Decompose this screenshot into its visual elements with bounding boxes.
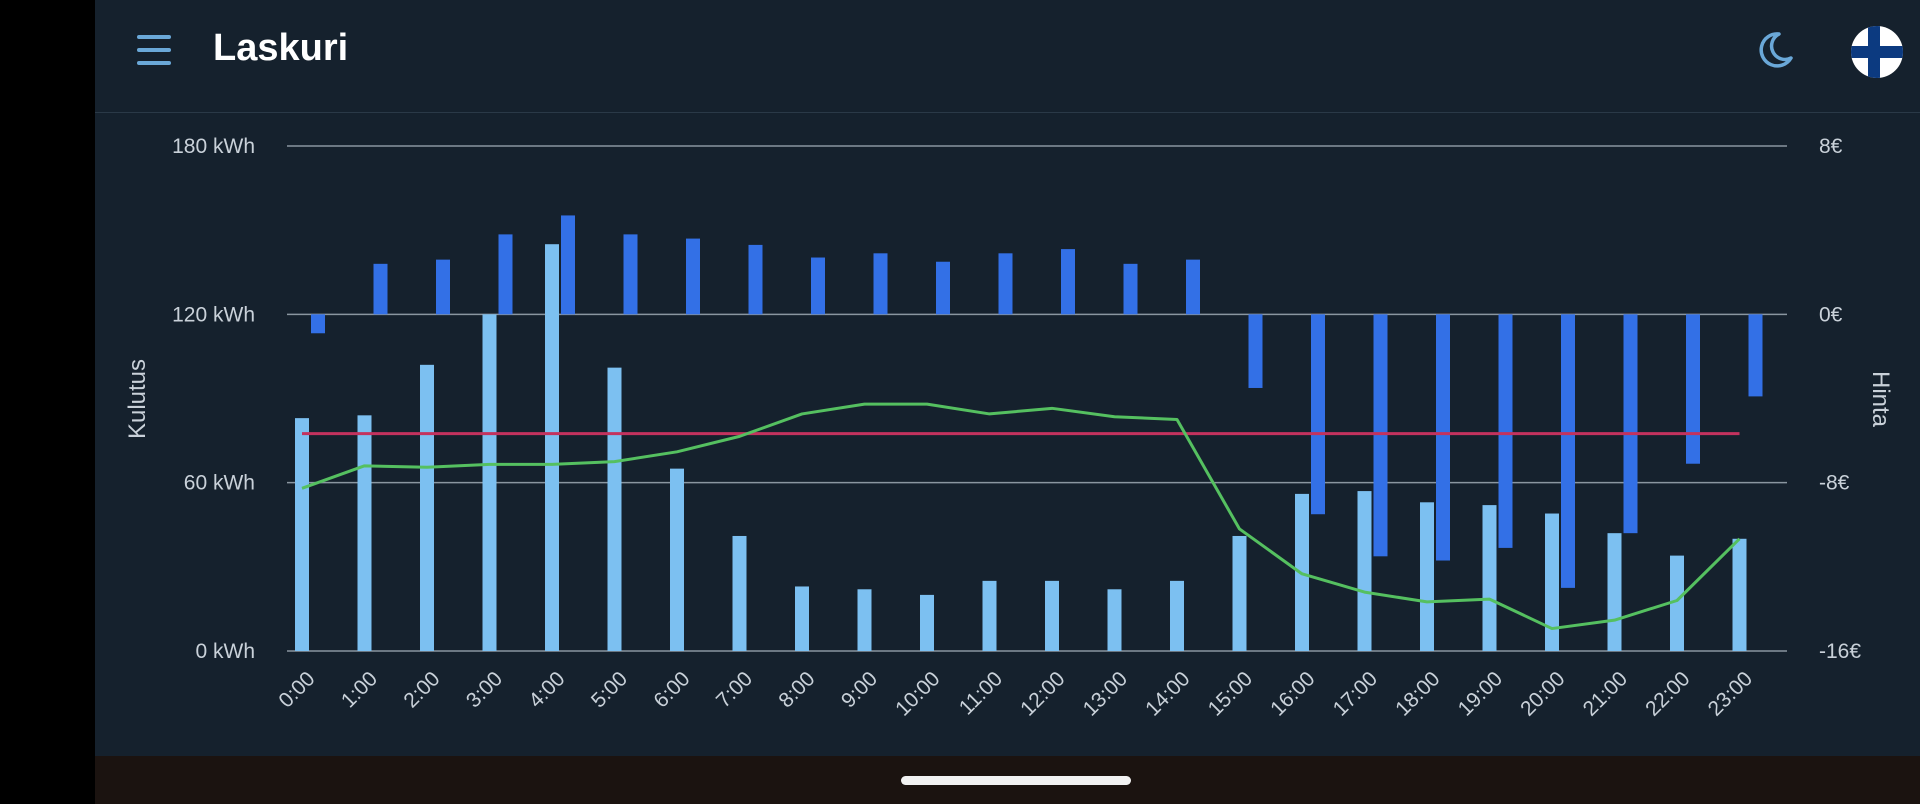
right-tick-label: -8€ (1819, 472, 1850, 495)
price-bar (1123, 263, 1138, 315)
price-bar (1186, 259, 1200, 315)
consumption-bar (982, 580, 997, 651)
price-bar (373, 263, 388, 315)
price-bar (1748, 314, 1763, 397)
consumption-bar (1170, 580, 1184, 651)
price-bar (1311, 314, 1325, 515)
left-axis-ticks: 0 kWh 60 kWh 120 kWh 180 kWh (172, 135, 255, 663)
right-axis-ticks: -16€ -8€ 0€ 8€ (1819, 135, 1861, 663)
consumption-bar (357, 415, 372, 651)
price-bar (936, 261, 950, 315)
price-bar (436, 259, 450, 315)
left-tick-label: 60 kWh (184, 472, 255, 495)
x-tick-label: 18:00 (1391, 667, 1444, 720)
consumption-bar (1607, 533, 1622, 651)
price-bar (498, 234, 513, 315)
menu-icon[interactable] (135, 35, 173, 67)
consumption-bar (295, 418, 309, 651)
x-tick-label: 20:00 (1516, 667, 1569, 720)
app-window: Laskuri 0 kWh 60 kWh 120 kWh 180 kWh -16€ -8… (95, 0, 1920, 756)
x-tick-label: 23:00 (1704, 667, 1757, 720)
x-tick-label: 12:00 (1016, 667, 1069, 720)
consumption-bar (1732, 538, 1747, 651)
consumption-bar (732, 535, 747, 651)
right-tick-label: 8€ (1819, 135, 1843, 158)
consumption-bar (1045, 580, 1059, 651)
price-bar (1498, 314, 1513, 548)
consumption-bar (545, 244, 559, 651)
consumption-bar (1232, 535, 1247, 651)
consumption-bar (1357, 491, 1372, 651)
price-bar (748, 244, 763, 315)
app-title: Laskuri (213, 27, 349, 69)
price-bar (311, 314, 325, 334)
consumption-bar (1545, 513, 1559, 651)
consumption-bar (920, 594, 934, 651)
top-app-bar: Laskuri (95, 0, 1920, 113)
price-bar (873, 253, 888, 315)
x-tick-label: 1:00 (337, 667, 382, 712)
green-line (301, 402, 1741, 631)
x-tick-label: 21:00 (1579, 667, 1632, 720)
right-tick-label: -16€ (1819, 640, 1861, 663)
price-bar (1373, 314, 1388, 557)
x-tick-label: 7:00 (712, 667, 757, 712)
bars (295, 215, 1763, 651)
system-navigation-bar (95, 756, 1920, 804)
left-tick-label: 0 kWh (195, 640, 255, 663)
x-tick-label: 17:00 (1329, 667, 1382, 720)
consumption-bar (857, 589, 872, 651)
x-tick-label: 0:00 (274, 667, 319, 712)
x-tick-label: 16:00 (1266, 667, 1319, 720)
left-tick-label: 180 kWh (172, 135, 255, 158)
x-tick-label: 14:00 (1141, 667, 1194, 720)
right-axis-title: Hinta (1867, 371, 1894, 428)
x-axis-ticks: 0:00 1:00 2:00 3:00 4:00 5:00 6:00 7:00 8:00 9:00… (274, 667, 1757, 720)
consumption-bar (607, 367, 622, 651)
x-tick-label: 2:00 (399, 667, 444, 712)
x-tick-label: 10:00 (891, 667, 944, 720)
energy-chart: 0 kWh 60 kWh 120 kWh 180 kWh -16€ -8€ 0€ 8€ 0:… (124, 135, 1894, 721)
consumption-bar (1420, 502, 1434, 651)
left-black-bar (0, 0, 95, 804)
x-tick-label: 15:00 (1204, 667, 1257, 720)
left-axis-title: Kulutus (124, 359, 151, 439)
consumption-bar (1107, 589, 1122, 651)
x-tick-label: 13:00 (1079, 667, 1132, 720)
finland-flag-icon[interactable] (1851, 26, 1903, 78)
consumption-bar (795, 586, 809, 651)
x-tick-label: 5:00 (587, 667, 632, 712)
price-bar (1061, 249, 1075, 315)
lines (301, 402, 1741, 631)
price-bar (686, 238, 700, 315)
x-tick-label: 19:00 (1454, 667, 1507, 720)
consumption-bar (482, 314, 497, 651)
price-bar (561, 215, 575, 315)
consumption-bar (1670, 555, 1684, 651)
x-tick-label: 3:00 (462, 667, 507, 712)
consumption-bar (1482, 505, 1497, 651)
consumption-bar (670, 468, 684, 651)
grid-lines (287, 145, 1787, 652)
home-indicator[interactable] (901, 776, 1131, 785)
price-bar (1686, 314, 1700, 464)
price-bar (1248, 314, 1263, 388)
price-bar (811, 257, 825, 315)
price-bar (998, 253, 1013, 315)
left-tick-label: 120 kWh (172, 303, 255, 326)
price-bar (1623, 314, 1638, 534)
price-bar (1436, 314, 1450, 561)
consumption-bar (420, 364, 434, 651)
price-bar (623, 234, 638, 315)
x-tick-label: 4:00 (524, 667, 569, 712)
x-tick-label: 22:00 (1641, 667, 1694, 720)
x-tick-label: 11:00 (955, 667, 1007, 719)
x-tick-label: 8:00 (774, 667, 819, 712)
right-tick-label: 0€ (1819, 303, 1843, 326)
x-tick-label: 9:00 (837, 667, 882, 712)
x-tick-label: 6:00 (649, 667, 694, 712)
price-bar (1561, 314, 1575, 588)
moon-icon[interactable] (1753, 28, 1797, 72)
